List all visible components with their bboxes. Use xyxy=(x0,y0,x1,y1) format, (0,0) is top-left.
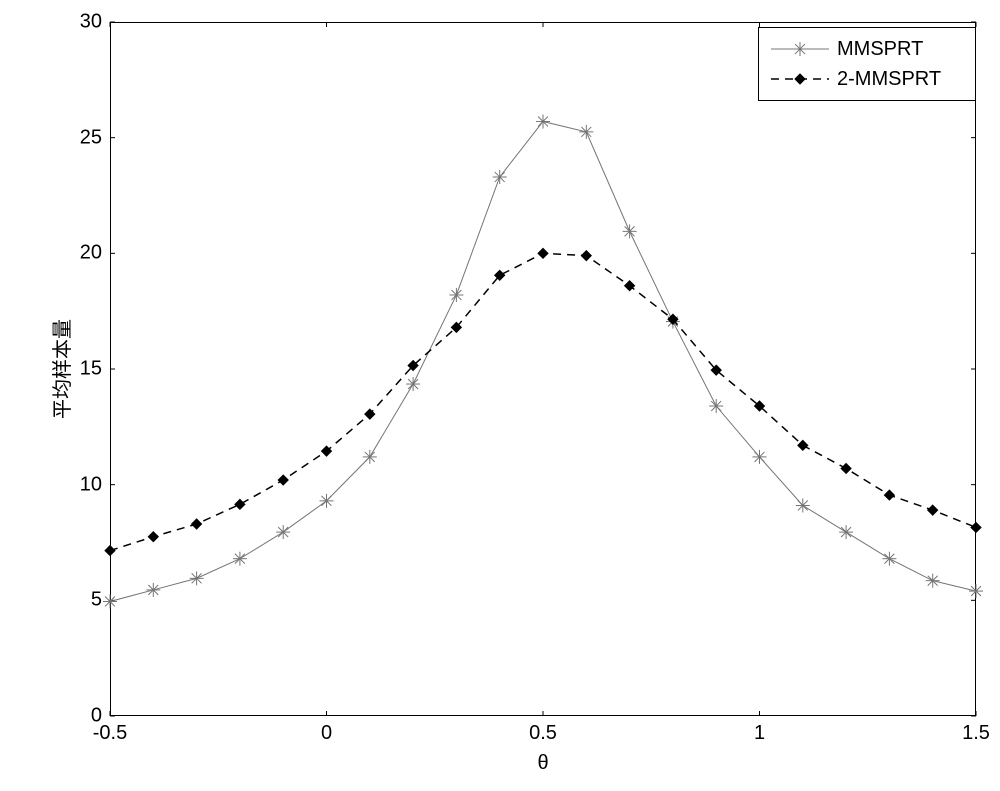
series-marker xyxy=(190,571,204,585)
y-axis-title: 平均样本量 xyxy=(46,319,75,419)
legend-label: 2-MMSPRT xyxy=(837,68,941,91)
series-marker xyxy=(105,546,115,556)
series-marker xyxy=(579,125,593,139)
series-marker xyxy=(928,505,938,515)
series-marker xyxy=(320,494,334,508)
y-tick-label: 5 xyxy=(91,589,102,612)
series-marker xyxy=(406,377,420,391)
series-marker xyxy=(926,574,940,588)
series-marker xyxy=(798,440,808,450)
series-marker xyxy=(581,251,591,261)
series-marker xyxy=(882,552,896,566)
series-marker xyxy=(796,498,810,512)
series-marker xyxy=(148,532,158,542)
legend-sample xyxy=(769,67,831,91)
series-marker xyxy=(146,583,160,597)
x-tick-label: 0 xyxy=(321,722,332,745)
legend-item: MMSPRT xyxy=(769,34,965,64)
series-marker xyxy=(709,399,723,413)
series-marker xyxy=(235,499,245,509)
series-marker xyxy=(971,522,981,532)
x-tick-label: 1 xyxy=(754,722,765,745)
series-marker xyxy=(884,490,894,500)
series-marker xyxy=(623,224,637,238)
legend-label: MMSPRT xyxy=(837,38,923,61)
series-marker xyxy=(278,475,288,485)
y-tick-label: 10 xyxy=(80,473,102,496)
x-tick-label: 0.5 xyxy=(529,722,557,745)
series-marker xyxy=(538,248,548,258)
chart-legend: MMSPRT 2-MMSPRT xyxy=(758,27,976,101)
series-marker xyxy=(753,450,767,464)
series-marker xyxy=(493,170,507,184)
series-marker xyxy=(192,519,202,529)
series-marker xyxy=(969,584,983,598)
x-tick-label: 1.5 xyxy=(962,722,990,745)
series-marker xyxy=(536,114,550,128)
chart-svg xyxy=(0,0,1000,791)
y-tick-label: 0 xyxy=(91,705,102,728)
series-marker xyxy=(839,525,853,539)
legend-sample xyxy=(769,37,831,61)
figure: θ 平均样本量 MMSPRT2-MMSPRT -0.500.511.5 0510… xyxy=(0,0,1000,791)
series-marker xyxy=(449,288,463,302)
y-tick-label: 15 xyxy=(80,358,102,381)
series-marker xyxy=(363,450,377,464)
y-tick-label: 30 xyxy=(80,11,102,34)
legend-item: 2-MMSPRT xyxy=(769,64,965,94)
y-tick-label: 25 xyxy=(80,126,102,149)
series-marker xyxy=(276,525,290,539)
x-axis-title: θ xyxy=(537,752,548,775)
series-marker xyxy=(103,594,117,608)
series-marker xyxy=(233,552,247,566)
series-marker xyxy=(841,463,851,473)
y-tick-label: 20 xyxy=(80,242,102,265)
